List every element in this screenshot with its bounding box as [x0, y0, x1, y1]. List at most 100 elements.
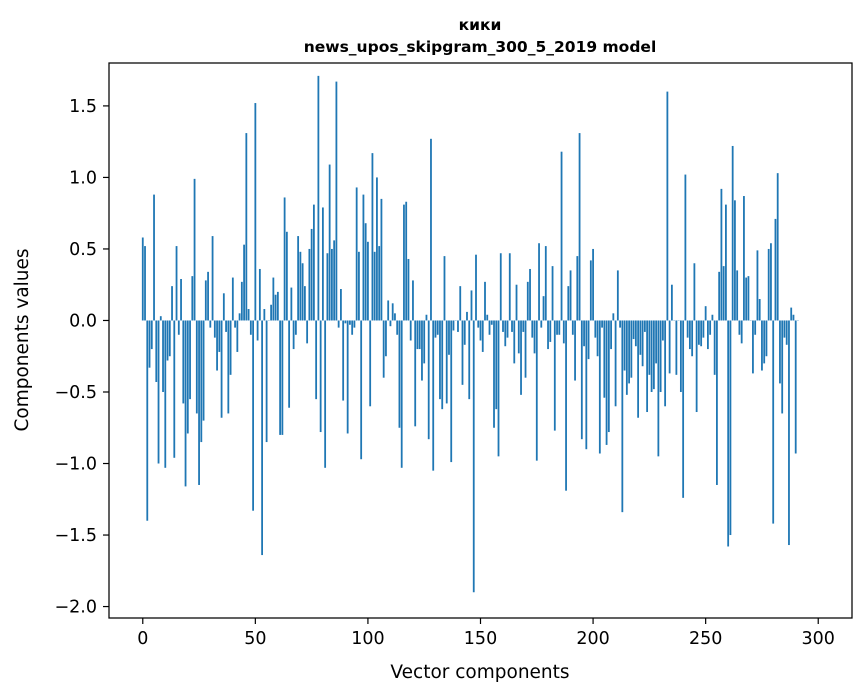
- bar: [774, 218, 777, 321]
- bar: [522, 320, 525, 332]
- bar: [752, 320, 754, 374]
- bar: [601, 320, 603, 328]
- bar: [439, 320, 441, 400]
- bar: [506, 320, 509, 338]
- bar: [484, 281, 486, 321]
- bar: [758, 299, 761, 321]
- bar: [391, 303, 394, 321]
- bar: [743, 196, 745, 321]
- bar: [288, 320, 291, 408]
- bar: [767, 248, 770, 321]
- bar: [547, 320, 549, 350]
- bar: [155, 320, 158, 382]
- bar: [294, 320, 297, 335]
- bar: [209, 320, 212, 328]
- bar: [661, 320, 664, 341]
- bar: [171, 286, 173, 321]
- bar: [326, 253, 329, 321]
- bar: [299, 251, 302, 321]
- y-tick-label: 1.0: [69, 168, 97, 188]
- bar: [619, 320, 621, 328]
- bar: [285, 231, 288, 321]
- bar: [772, 320, 775, 524]
- bar: [184, 320, 187, 487]
- bar: [583, 320, 585, 347]
- bar: [319, 320, 322, 433]
- bar: [659, 320, 662, 392]
- bar: [531, 320, 534, 338]
- bar: [436, 320, 439, 335]
- bar: [258, 268, 261, 321]
- bar: [652, 320, 655, 390]
- bar: [468, 320, 471, 400]
- bar: [727, 320, 730, 547]
- bar: [443, 256, 446, 321]
- bar: [524, 320, 527, 378]
- bar: [643, 320, 646, 332]
- bar: [497, 320, 500, 457]
- bar: [385, 320, 387, 357]
- bar: [225, 320, 227, 332]
- bar: [761, 320, 763, 371]
- bar: [623, 320, 626, 371]
- bar: [688, 320, 691, 350]
- bar: [218, 320, 221, 352]
- bar: [238, 313, 241, 321]
- bar: [709, 320, 712, 335]
- bar: [679, 320, 682, 392]
- y-tick-label: −0.5: [55, 383, 98, 403]
- bar: [432, 320, 435, 471]
- bar: [533, 320, 536, 354]
- bar: [400, 320, 403, 468]
- bar: [704, 306, 707, 321]
- bar: [274, 294, 277, 321]
- bar: [459, 286, 462, 321]
- bar: [574, 320, 576, 381]
- bar: [227, 320, 230, 414]
- bar: [668, 320, 671, 374]
- bar: [234, 320, 236, 328]
- bar: [416, 320, 419, 350]
- bar: [538, 243, 540, 321]
- bar: [598, 320, 601, 454]
- y-tick-label: 0.5: [69, 240, 97, 260]
- bar: [189, 320, 191, 400]
- bar: [276, 291, 279, 321]
- bar: [358, 251, 360, 321]
- bar: [193, 178, 196, 321]
- bar: [461, 320, 464, 385]
- bar: [698, 320, 700, 345]
- bar: [261, 320, 263, 556]
- bar: [448, 320, 450, 355]
- bar: [508, 253, 511, 321]
- bar: [616, 270, 619, 321]
- bar: [315, 320, 318, 400]
- bar: [529, 268, 531, 321]
- bar: [331, 248, 333, 321]
- bar: [452, 320, 455, 331]
- bar: [569, 270, 572, 321]
- bar: [168, 320, 171, 357]
- bar: [628, 320, 630, 384]
- bar: [585, 320, 588, 450]
- bar: [389, 320, 392, 327]
- bar: [560, 151, 563, 321]
- bar: [328, 164, 331, 321]
- bar: [637, 320, 640, 418]
- bar: [716, 320, 718, 485]
- bar: [488, 320, 491, 335]
- bar: [520, 320, 522, 395]
- bar: [634, 320, 637, 347]
- bar: [211, 236, 214, 321]
- bar: [702, 320, 705, 338]
- y-axis-label: Components values: [12, 248, 33, 431]
- bar: [763, 320, 766, 364]
- bar: [666, 91, 669, 321]
- bar: [342, 320, 345, 401]
- bar: [479, 320, 482, 341]
- y-axis-ticks: 1.5 1.0 0.5 0.0 −0.5 −1.0 −1.5 −2.0: [55, 97, 109, 618]
- bar: [283, 197, 286, 321]
- bar: [481, 320, 484, 352]
- y-tick-label: −1.0: [55, 455, 98, 475]
